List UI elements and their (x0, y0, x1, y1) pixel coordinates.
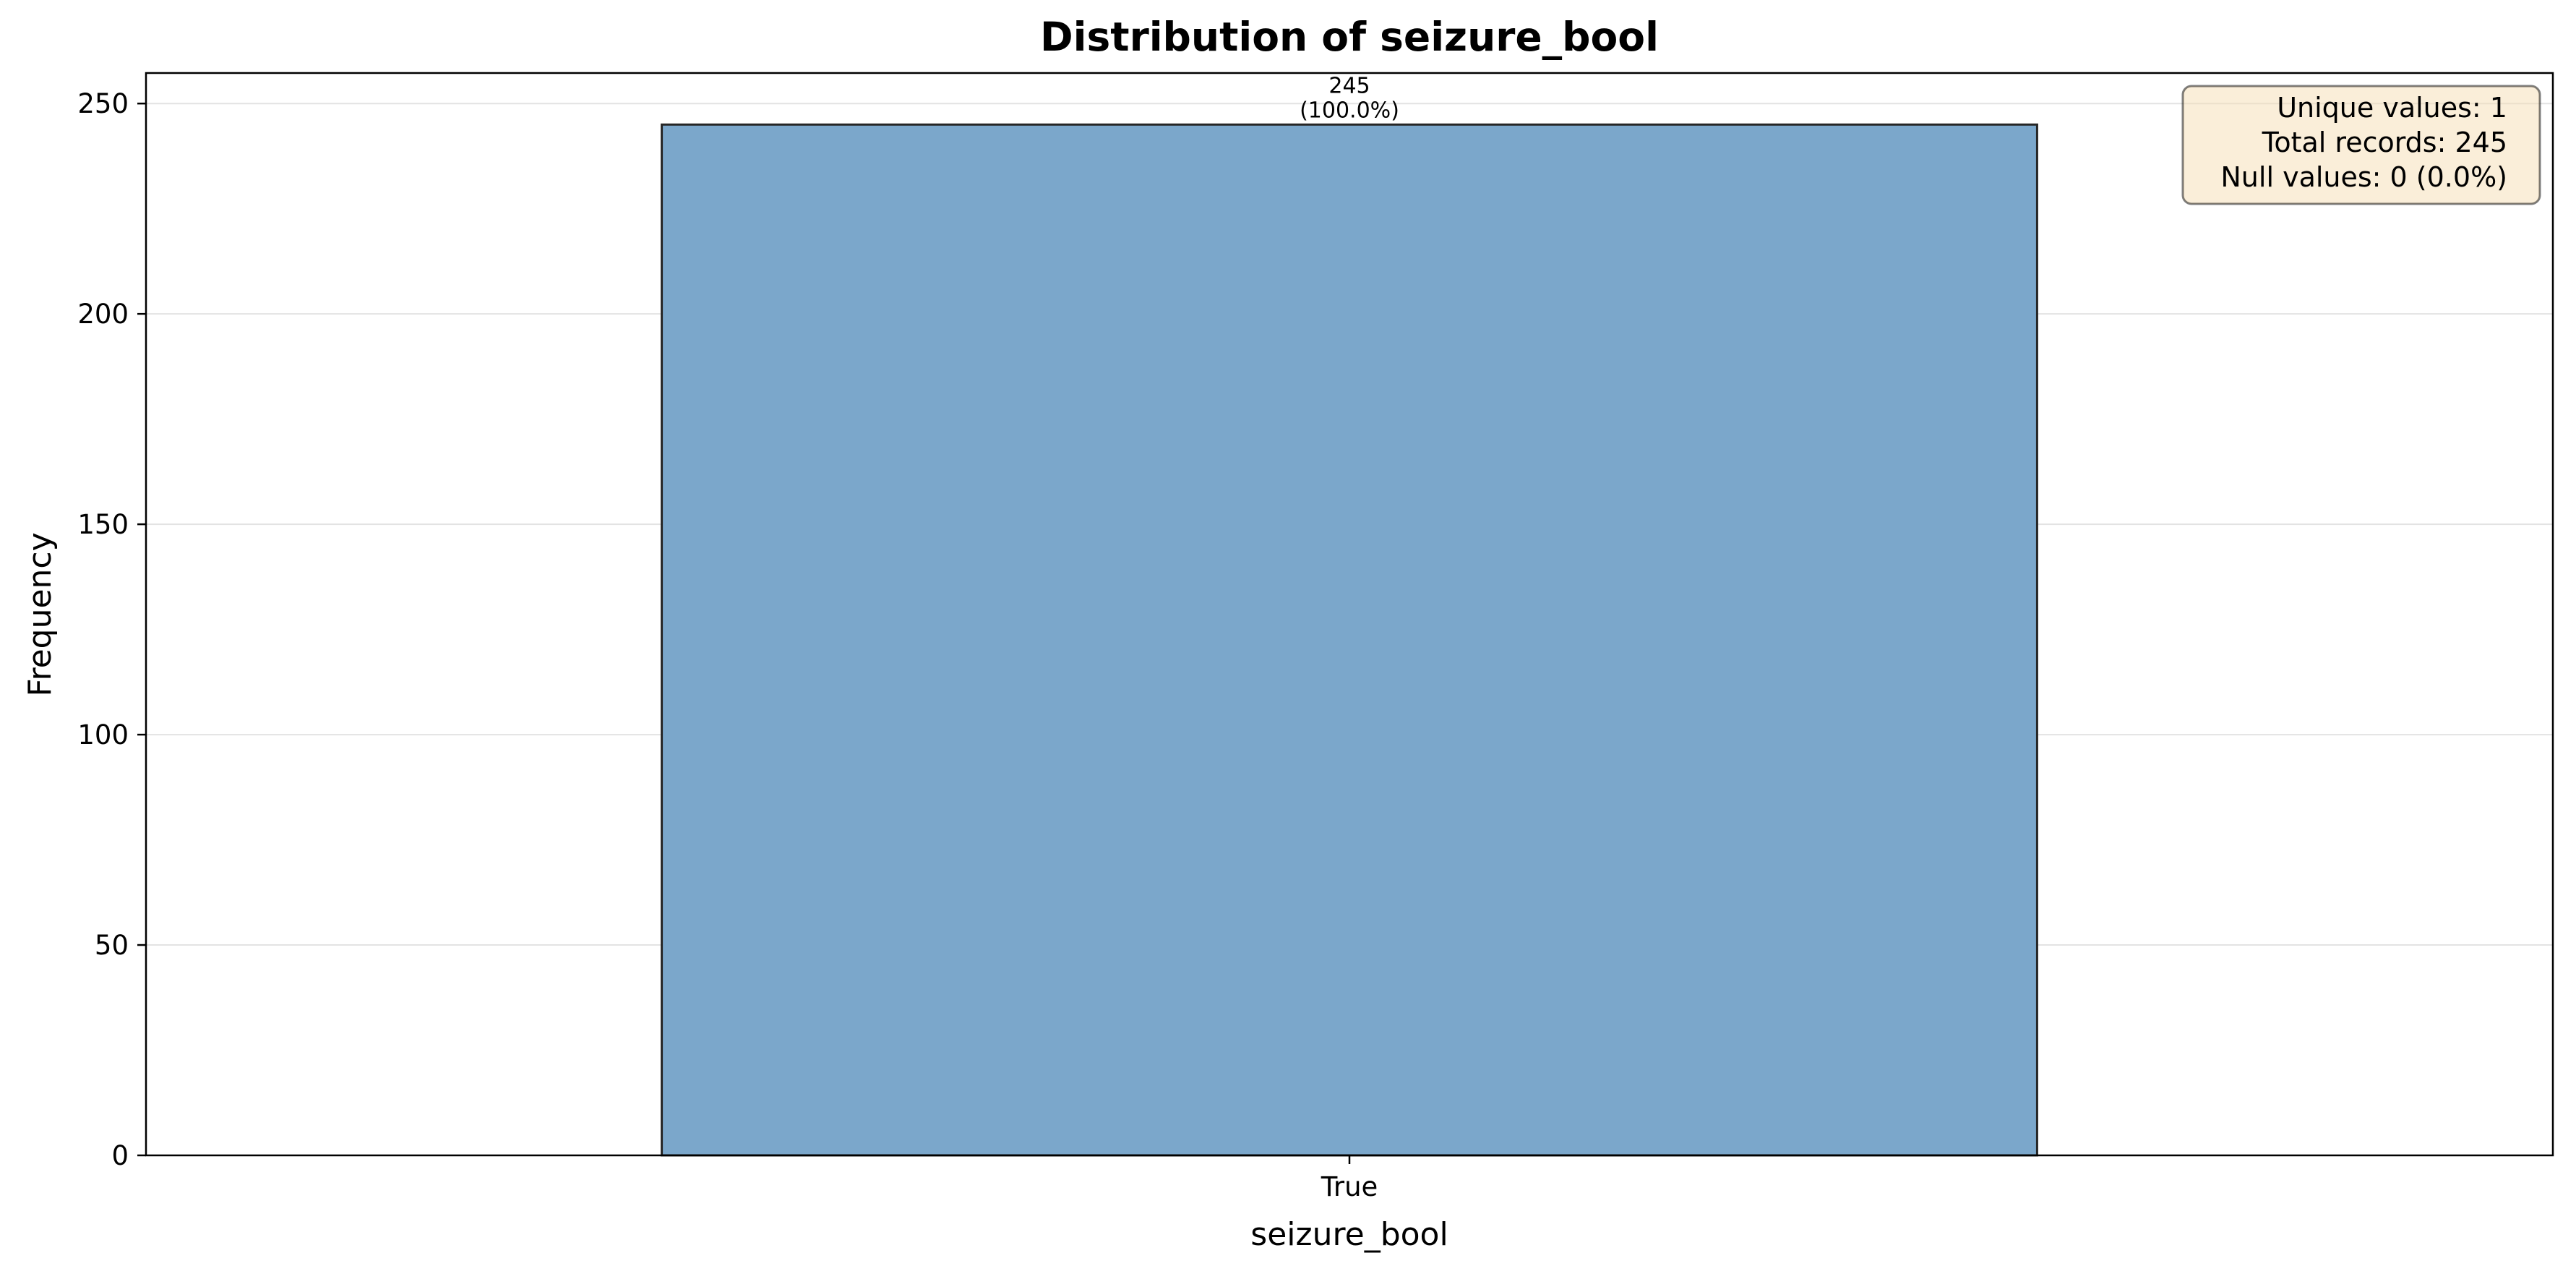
y-tick-label: 250 (77, 88, 129, 119)
y-tick-label: 0 (111, 1140, 129, 1171)
y-axis-label: Frequency (22, 532, 59, 696)
x-axis-ticks: True (1321, 1155, 1378, 1202)
y-tick-label: 50 (95, 930, 129, 961)
x-tick-label: True (1321, 1171, 1378, 1202)
stats-box: Unique values: 1 Total records: 245 Null… (2181, 85, 2541, 205)
stats-null-values: Null values: 0 (0.0%) (2220, 161, 2507, 193)
y-tick-label: 200 (77, 299, 129, 330)
stats-unique-values: Unique values: 1 (2277, 92, 2507, 124)
stats-box-background (2181, 85, 2541, 205)
x-axis-label: seizure_bool (1250, 1216, 1448, 1253)
y-axis-ticks: 0 50 100 150 200 250 (77, 88, 146, 1171)
y-tick-label: 100 (77, 719, 129, 750)
bar-count-label: 245 (1328, 73, 1370, 98)
bars: 245(100.0%) (661, 73, 2038, 1157)
chart-title: Distribution of seizure_bool (1040, 14, 1659, 60)
bar (661, 123, 2038, 1157)
stats-total-records: Total records: 245 (2262, 127, 2507, 158)
bar-percent-label: (100.0%) (1300, 98, 1399, 123)
y-tick-label: 150 (77, 509, 129, 540)
